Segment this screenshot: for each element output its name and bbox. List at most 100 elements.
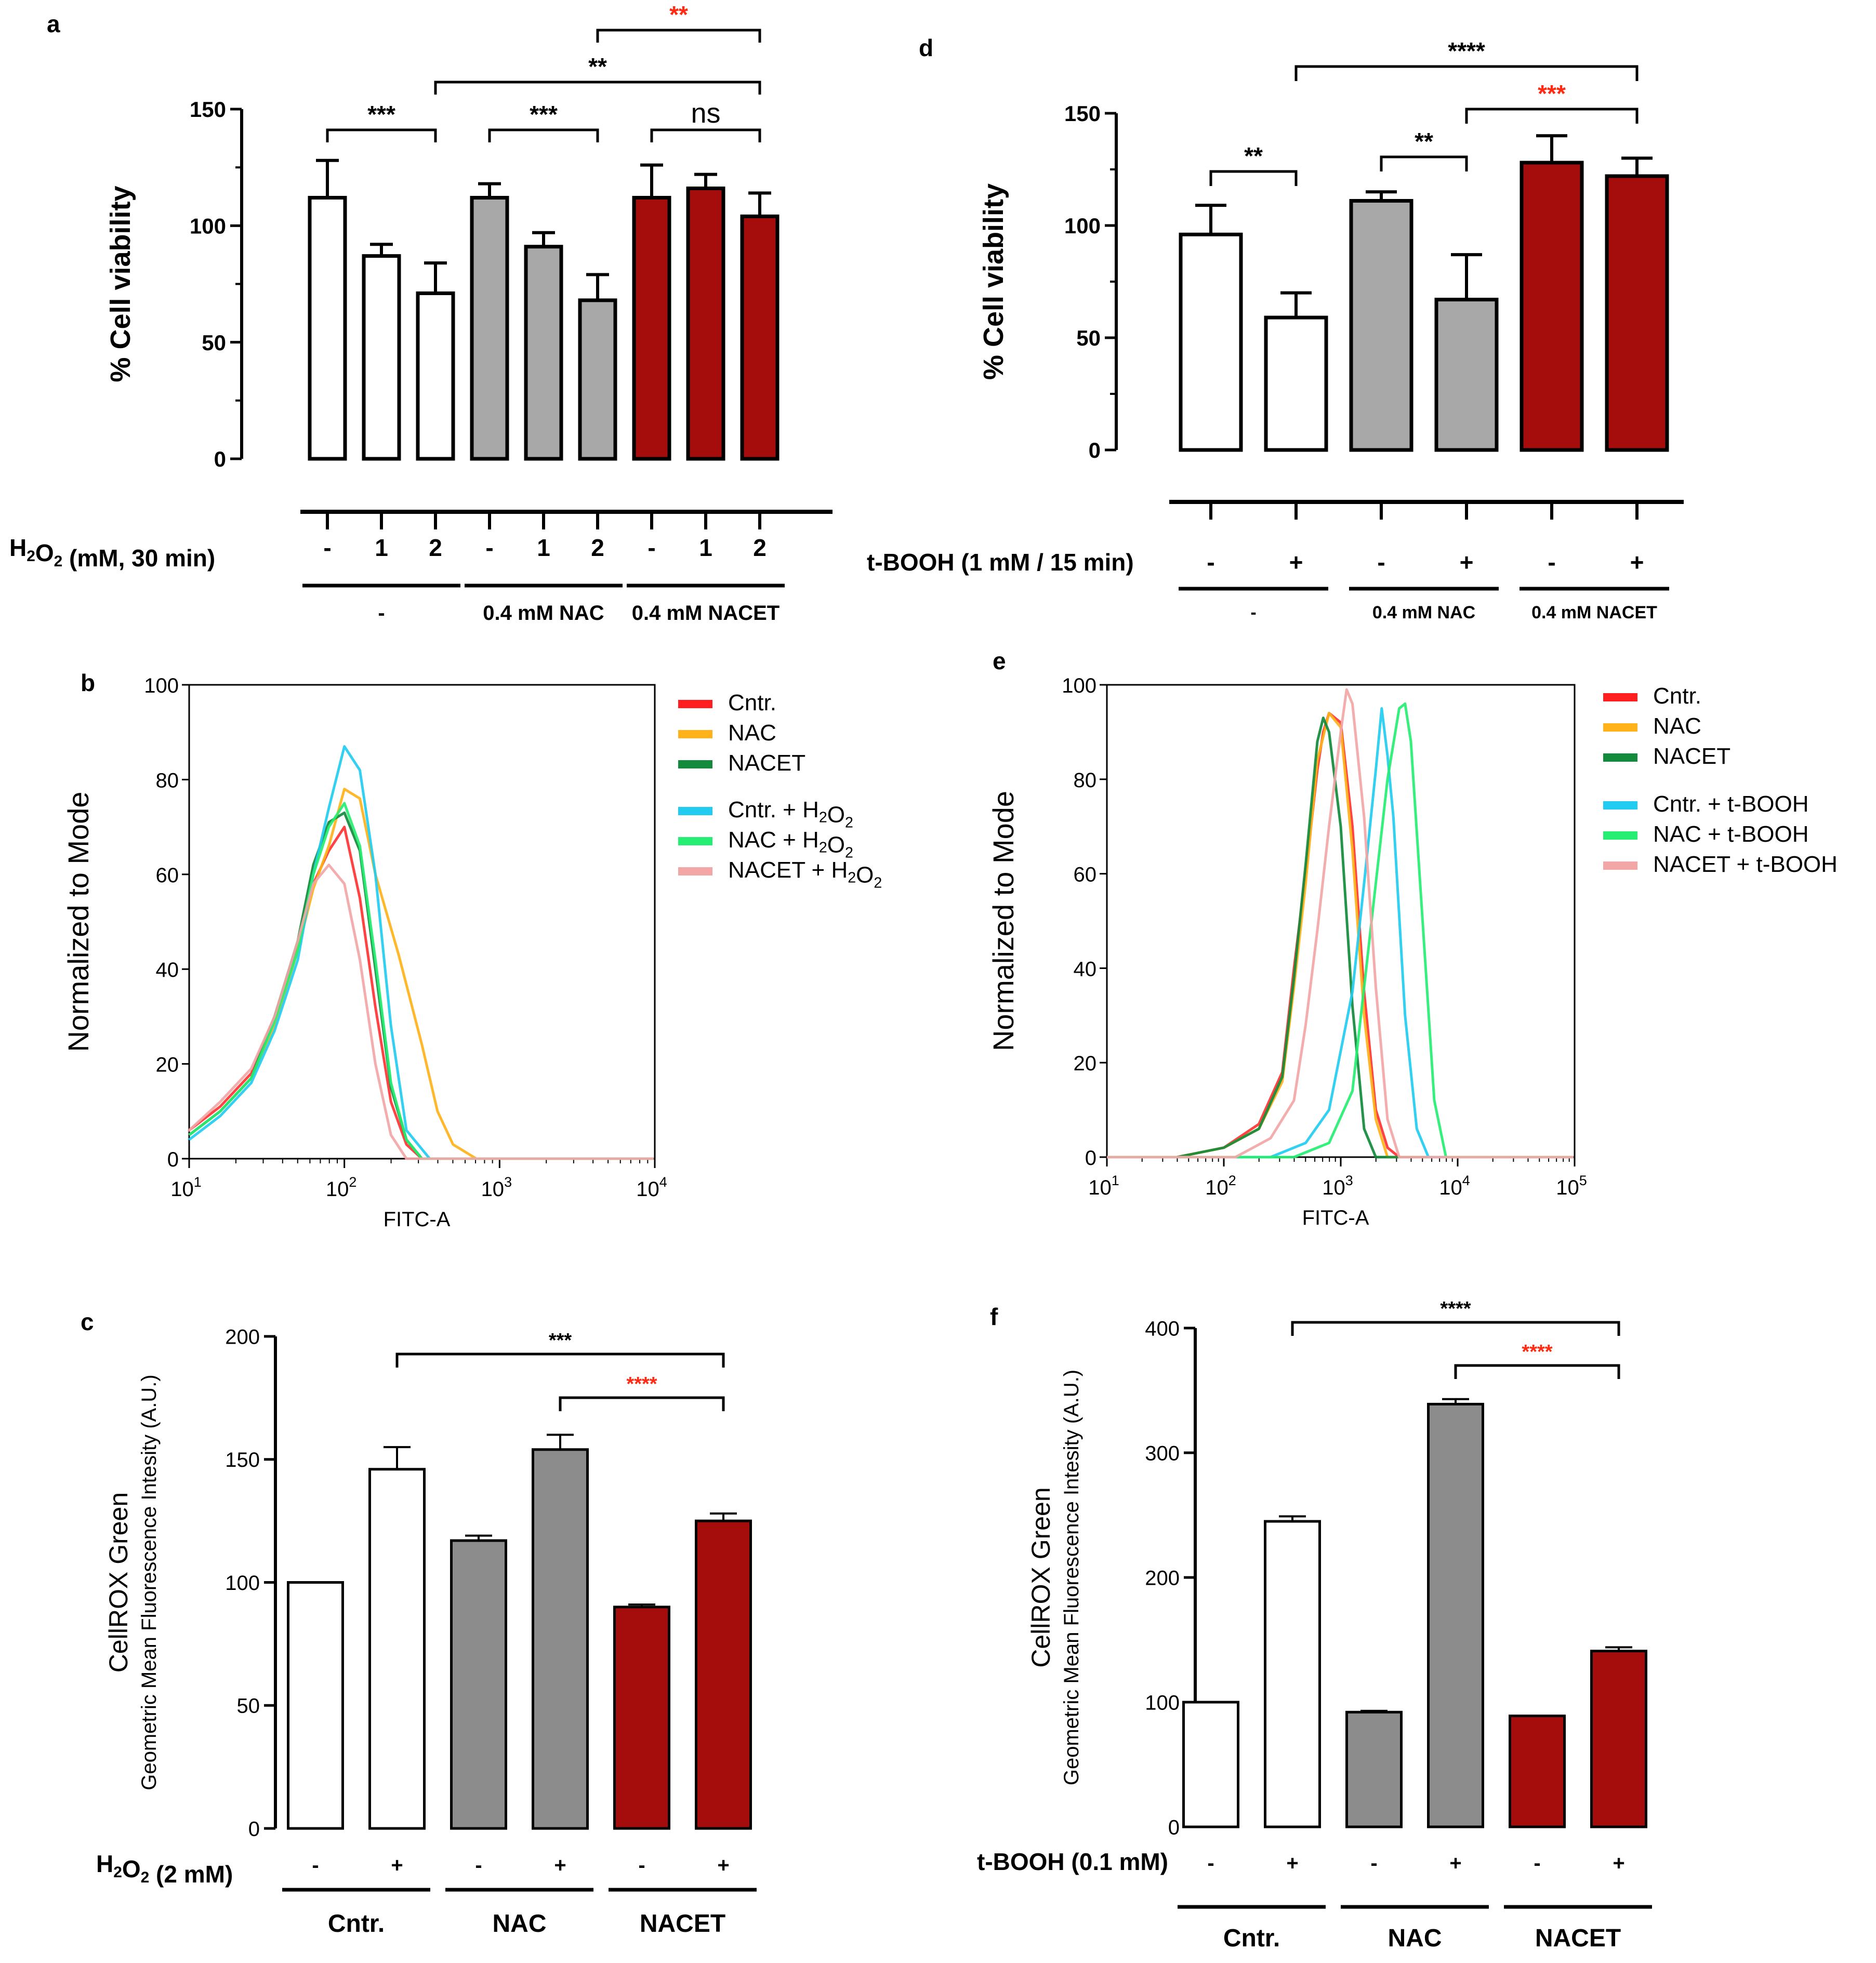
significance-label: ** <box>588 53 607 80</box>
plot-frame <box>188 684 656 1160</box>
legend-label: NAC <box>728 720 776 746</box>
legend-swatch <box>678 867 712 876</box>
significance-label: *** <box>530 101 558 128</box>
curve-cntr-t-booh <box>1107 707 1574 1159</box>
legend-label: Cntr. + H2O2 <box>728 797 853 831</box>
condition-row-label: t-BOOH (1 mM / 15 min) <box>867 549 1134 576</box>
condition-value: 2 <box>753 534 767 561</box>
bracket-line <box>434 81 761 95</box>
y-tick-label: 50 <box>202 330 226 355</box>
legend-swatch <box>1603 693 1637 701</box>
bar-nacet-plus <box>1590 1650 1647 1828</box>
legend-swatch <box>678 807 712 815</box>
significance-bracket: *** <box>1465 80 1639 124</box>
significance-bracket: *** <box>326 101 437 142</box>
y-axis-label: Normalized to Mode <box>62 791 95 1052</box>
legend-swatch <box>1603 753 1637 762</box>
condition-value: + <box>1449 1852 1461 1875</box>
y-axis-label-2: Geometric Mean Fluorescence Intesity (A.… <box>1060 1370 1083 1785</box>
group-label: - <box>1250 603 1256 622</box>
y-axis-label: CellROX Green <box>104 1492 133 1673</box>
x-tick-label: 102 <box>326 1174 357 1201</box>
y-tick-label: 40 <box>156 959 179 981</box>
significance-bracket: ** <box>596 1 761 43</box>
curve-nac-h-o- <box>188 802 654 1160</box>
significance-label: ** <box>1415 128 1433 155</box>
curve-nac-t-booh <box>1107 702 1574 1159</box>
legend-item: NAC <box>1603 713 1701 739</box>
bracket-line <box>1291 1321 1620 1336</box>
significance-bracket: ns <box>650 98 761 142</box>
plot-frame <box>1106 684 1576 1158</box>
legend-swatch <box>678 730 712 738</box>
bracket-line <box>488 128 599 142</box>
bracket-line <box>1294 65 1639 81</box>
panel-e: 0 20 40 60 80 100 101 102 103 104 105 FITC-A Normali… <box>987 647 1838 1229</box>
condition-value: + <box>1286 1852 1298 1875</box>
bracket-line <box>1454 1364 1620 1379</box>
significance-label: *** <box>1538 80 1566 107</box>
condition-value: 2 <box>591 534 604 561</box>
legend-swatch <box>1603 861 1637 870</box>
x-axis-label: FITC-A <box>1302 1206 1369 1229</box>
condition-value: - <box>1548 549 1555 576</box>
bar-nac-plus <box>1434 298 1499 452</box>
panel-label: f <box>990 1303 998 1330</box>
group-label: Cntr. <box>1223 1925 1280 1952</box>
curve-nacet-t-booh <box>1107 688 1574 1159</box>
y-tick-label: 100 <box>190 214 226 238</box>
condition-value: - <box>648 534 655 561</box>
bracket-line <box>1465 108 1639 124</box>
bar-nac-1 <box>524 245 563 461</box>
legend-item: Cntr. <box>1603 683 1701 709</box>
bar-nac-minus <box>450 1539 507 1830</box>
y-axis-label: % Cell viability <box>105 185 136 382</box>
significance-bracket: *** <box>395 1330 725 1368</box>
condition-value: - <box>323 534 331 561</box>
bracket-line <box>326 128 437 142</box>
bar-cntr-plus <box>1264 315 1328 452</box>
bar-nac-2 <box>578 298 617 461</box>
significance-bracket: **** <box>559 1373 725 1411</box>
legend-label: NACET <box>728 750 805 776</box>
curve-nacet <box>188 811 654 1160</box>
legend-label: NAC + t-BOOH <box>1653 821 1809 847</box>
x-tick-label: 102 <box>1205 1173 1236 1199</box>
y-tick-label: 20 <box>156 1054 179 1077</box>
group-label: 0.4 mM NAC <box>1372 603 1475 622</box>
condition-value: - <box>1377 549 1385 576</box>
group-label: 0.4 mM NAC <box>483 602 604 625</box>
x-tick-label: 104 <box>1439 1173 1470 1199</box>
bar-nac-minus <box>1349 198 1413 452</box>
panel-label: b <box>81 669 95 696</box>
y-axis-label-2: Geometric Mean Fluorescence Intesity (A.… <box>138 1374 161 1790</box>
legend-label: NAC <box>1653 713 1701 739</box>
bar-nacet-plus <box>695 1519 752 1830</box>
panel-label: a <box>47 10 60 37</box>
legend-swatch <box>1603 723 1637 732</box>
bracket-line <box>650 128 761 142</box>
y-tick-label: 100 <box>1062 674 1096 697</box>
bar-cntr-1 <box>362 254 401 461</box>
panel-label: d <box>919 34 933 61</box>
significance-bracket: ** <box>1209 142 1298 186</box>
significance-bracket: ** <box>434 53 761 95</box>
significance-label: ** <box>669 1 688 28</box>
significance-bracket: **** <box>1291 1298 1620 1336</box>
legend-item: Cntr. + H2O2 <box>678 797 853 831</box>
condition-value: + <box>391 1854 403 1877</box>
y-tick-label: 150 <box>225 1449 260 1471</box>
legend-label: NACET + H2O2 <box>728 857 882 891</box>
condition-value: 2 <box>429 534 442 561</box>
panel-label: c <box>81 1308 94 1335</box>
bar-cntr-0 <box>308 195 347 461</box>
y-tick-label: 60 <box>156 864 179 887</box>
condition-value: - <box>312 1854 319 1877</box>
condition-value: + <box>717 1854 729 1877</box>
bar-nacet-minus <box>1520 161 1584 452</box>
condition-value: - <box>1207 1852 1214 1875</box>
legend-label: NACET <box>1653 744 1730 769</box>
group-label: - <box>378 602 385 625</box>
